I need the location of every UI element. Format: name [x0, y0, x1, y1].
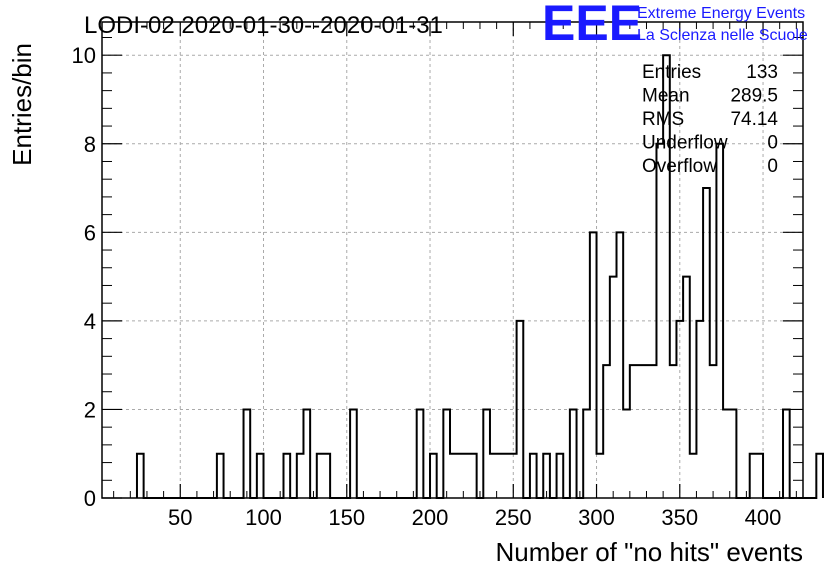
x-tick-label: 400 — [745, 505, 782, 530]
x-tick-label: 200 — [412, 505, 449, 530]
chart-title: LODI-02 2020-01-30--2020-01-31 — [84, 12, 443, 39]
logo-line-2: La Scienza nelle Scuole — [637, 27, 808, 44]
y-tick-label: 2 — [84, 397, 96, 422]
x-tick-label: 100 — [245, 505, 282, 530]
y-tick-label: 10 — [72, 43, 96, 68]
stats-label: Mean — [642, 86, 690, 107]
x-tick-label: 250 — [495, 505, 532, 530]
histogram-series-line — [135, 54, 824, 499]
stats-label: Entries — [642, 62, 701, 83]
x-tick-label: 50 — [168, 505, 192, 530]
stats-label: Underflow — [642, 133, 728, 154]
x-tick-label: 350 — [661, 505, 698, 530]
stats-label: RMS — [642, 109, 684, 130]
axis-ticks: 50 100 150 200 250 300 350 400 0 2 4 6 8 10 — [72, 22, 803, 530]
eee-logo: EEE Extreme Energy Events La Scienza nel… — [542, 0, 808, 51]
stats-value: 74.14 — [730, 109, 778, 130]
stats-value: 0 — [767, 156, 778, 177]
y-tick-label: 6 — [84, 220, 96, 245]
stats-value: 133 — [746, 62, 778, 83]
y-tick-label: 4 — [84, 309, 96, 334]
y-tick-label: 8 — [84, 132, 96, 157]
stats-label: Overflow — [642, 156, 717, 177]
y-tick-label: 0 — [84, 486, 96, 511]
logo-mark: EEE — [542, 0, 642, 51]
y-axis-title: Entries/bin — [7, 43, 37, 166]
x-axis-title: Number of "no hits" events — [496, 537, 804, 567]
plot-frame — [101, 21, 804, 499]
x-tick-label: 150 — [328, 505, 365, 530]
grid-lines — [102, 22, 803, 498]
x-tick-label: 300 — [578, 505, 615, 530]
stats-value: 289.5 — [730, 86, 778, 107]
stats-value: 0 — [767, 133, 778, 154]
logo-line-1: Extreme Energy Events — [637, 5, 805, 22]
